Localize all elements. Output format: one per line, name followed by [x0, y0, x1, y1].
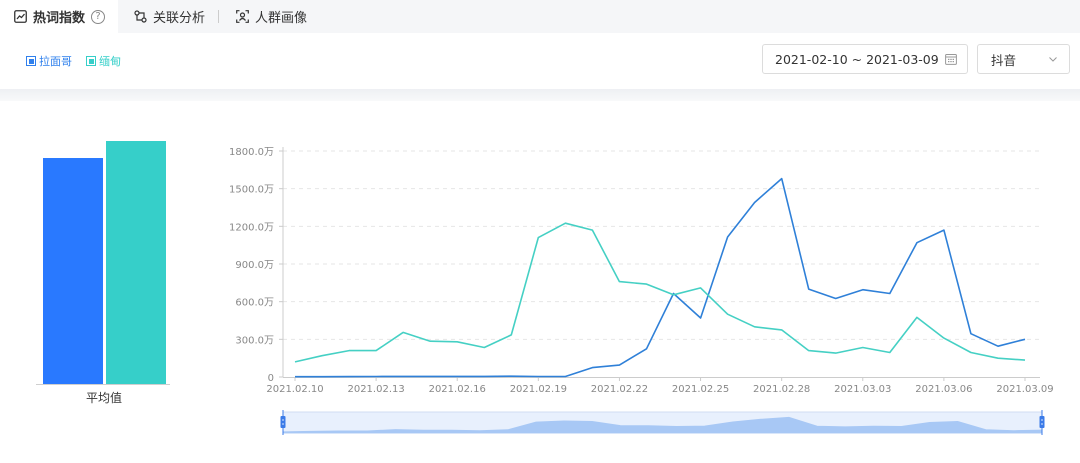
y-tick-label: 600.0万	[235, 298, 274, 309]
legend-label: 缅甸	[99, 55, 121, 68]
tab-label: 热词指数	[33, 11, 86, 26]
zoom-handle-right[interactable]	[1039, 416, 1045, 428]
x-tick-label: 2021.03.09	[996, 384, 1053, 395]
legend-item-myanmar[interactable]: 缅甸	[86, 53, 121, 69]
zoom-handle-left[interactable]	[280, 416, 286, 428]
tab-hot-word-index[interactable]: 热词指数 ?	[0, 0, 118, 33]
tab-relation-analysis[interactable]: 关联分析	[134, 0, 205, 33]
tab-label: 关联分析	[153, 11, 206, 26]
toolbar: 拉面哥 缅甸 2021-02-10 ~ 2021-03-09 抖音	[0, 33, 1080, 89]
y-tick-label: 1500.0万	[229, 185, 274, 196]
average-bar	[43, 158, 103, 384]
legend-item-lamiange[interactable]: 拉面哥	[26, 53, 72, 69]
date-range-picker[interactable]: 2021-02-10 ~ 2021-03-09	[762, 44, 968, 74]
bar-category-label: 平均值	[86, 390, 122, 405]
y-tick-label: 0	[268, 373, 274, 384]
x-tick-label: 2021.02.28	[753, 384, 810, 395]
average-bar	[106, 141, 166, 384]
date-range-value: 2021-02-10 ~ 2021-03-09	[775, 51, 939, 67]
x-tick-label: 2021.02.19	[510, 384, 567, 395]
relation-icon	[134, 10, 147, 23]
y-tick-label: 300.0万	[235, 335, 274, 346]
average-bar-chart: 平均值	[36, 141, 170, 405]
trend-line-chart: 0 300.0万 600.0万 900.0万 1200.0万 1500.0万 1800.0万…	[229, 147, 1054, 395]
section-divider	[0, 89, 1080, 101]
x-tick-label: 2021.02.10	[266, 384, 323, 395]
platform-select[interactable]: 抖音	[977, 44, 1070, 74]
x-tick-label: 2021.02.25	[672, 384, 729, 395]
tab-label: 人群画像	[255, 11, 308, 26]
y-tick-label: 1200.0万	[229, 222, 274, 233]
zoom-area	[282, 416, 1043, 434]
x-tick-label: 2021.03.03	[834, 384, 891, 395]
x-tick-label: 2021.02.16	[429, 384, 486, 395]
platform-value: 抖音	[991, 52, 1017, 68]
calendar-icon	[945, 54, 957, 65]
person-scan-icon	[236, 10, 249, 23]
tab-crowd-portrait[interactable]: 人群画像	[236, 0, 307, 33]
series-line	[295, 177, 1026, 378]
chart-area: 平均值 0 300.0万 600.0万 900.0万 1200.0万 1500.0万 180…	[36, 141, 1054, 435]
y-tick-label: 1800.0万	[229, 147, 274, 158]
trend-chart-icon	[14, 10, 27, 23]
data-zoom-slider[interactable]	[280, 410, 1045, 435]
x-tick-label: 2021.02.22	[591, 384, 648, 395]
tab-divider	[218, 10, 219, 23]
x-tick-label: 2021.02.13	[347, 384, 404, 395]
checkbox-icon	[86, 56, 96, 66]
x-tick-label: 2021.03.06	[915, 384, 972, 395]
series-line	[294, 222, 1026, 363]
legend-label: 拉面哥	[39, 55, 72, 68]
help-icon[interactable]: ?	[91, 9, 106, 24]
y-tick-label: 900.0万	[235, 260, 274, 271]
tab-bar: 热词指数 ? 关联分析 人群画像	[0, 0, 1080, 33]
chevron-down-icon	[1049, 57, 1057, 62]
checkbox-icon	[26, 56, 36, 66]
